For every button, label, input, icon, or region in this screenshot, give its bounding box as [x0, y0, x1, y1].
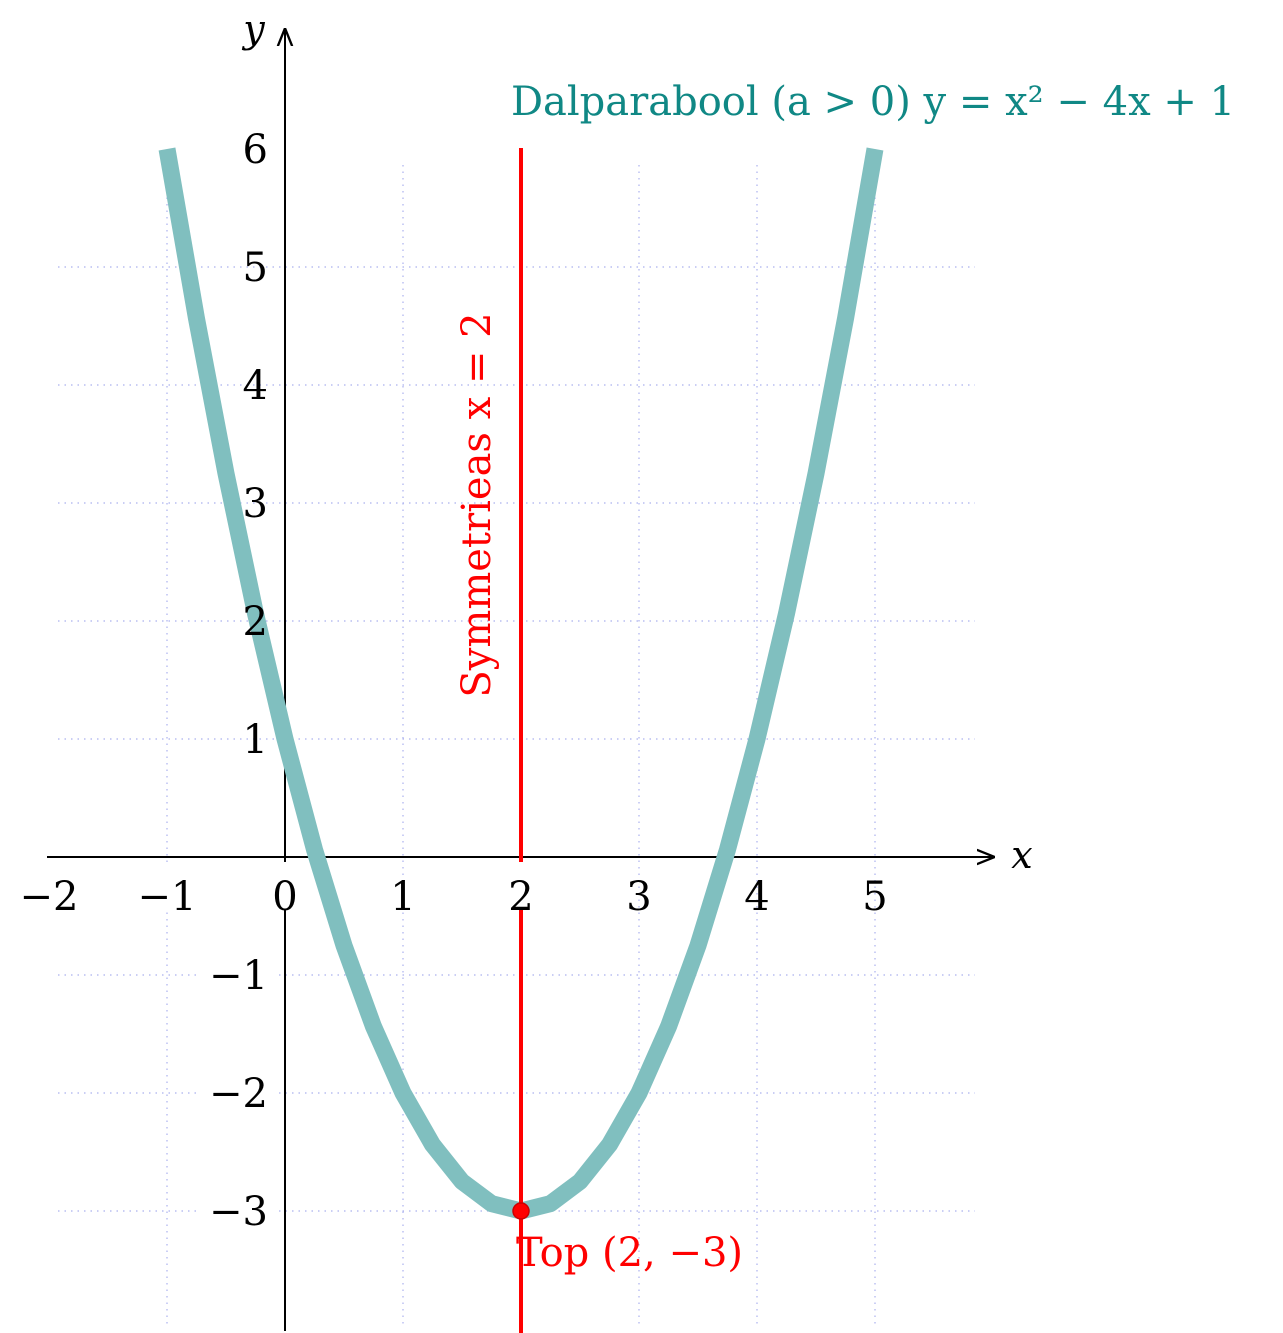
symmetry-axis-label: Symmetrieas x = 2	[454, 312, 500, 697]
x-tick-label: −1	[138, 874, 197, 920]
x-tick-label: −2	[20, 874, 79, 920]
y-tick-label: 5	[243, 245, 268, 291]
y-tick-label: −1	[209, 953, 268, 999]
x-axis-label: x	[1011, 833, 1032, 877]
x-tick-label: 4	[744, 874, 769, 920]
x-tick-label: 2	[508, 874, 533, 920]
plot-area	[158, 147, 884, 1333]
y-axis-label: y	[241, 7, 265, 51]
tick-label-mask	[148, 862, 193, 909]
y-tick-label: −3	[209, 1189, 268, 1235]
x-tick-label: 3	[626, 874, 651, 920]
tick-label-mask	[198, 945, 276, 993]
vertex-point	[512, 1202, 530, 1220]
series-label-parabola: Dalparabool (a > 0) y = x² − 4x + 1	[511, 79, 1235, 125]
y-tick-label: 2	[243, 599, 268, 645]
x-tick-label: 0	[272, 874, 297, 920]
y-tick-label: 3	[243, 481, 268, 527]
x-tick-label: 1	[390, 874, 415, 920]
y-tick-label: 6	[243, 127, 268, 173]
y-tick-label: 4	[243, 363, 268, 409]
tick-label-mask	[269, 862, 301, 909]
tick-label-mask	[198, 1063, 276, 1111]
vertex-label: Top (2, −3)	[516, 1230, 743, 1276]
y-tick-label: 1	[243, 717, 268, 763]
y-tick-label: −2	[209, 1071, 268, 1117]
tick-label-mask	[502, 862, 534, 909]
tick-label-mask	[198, 1181, 276, 1229]
x-tick-label: 5	[862, 874, 887, 920]
